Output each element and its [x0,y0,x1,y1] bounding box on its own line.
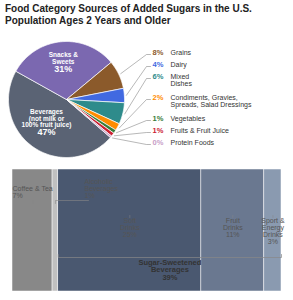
svg-text:6%: 6% [153,72,164,81]
svg-text:Protein Foods: Protein Foods [171,139,215,146]
html-text:Food Category Sources of Added: Food Category Sources of Added Sugars in… [5,3,252,26]
svg-text:0%: 0% [153,138,164,147]
svg-text:Vegetables: Vegetables [171,115,206,123]
svg-text:Coffee & Tea7%: Coffee & Tea7% [13,185,53,199]
svg-text:8%: 8% [153,48,164,57]
svg-text:SoftDrinks25%: SoftDrinks25% [120,217,140,238]
svg-text:Sugar-SweetenedBeverages39%: Sugar-SweetenedBeverages39% [138,258,201,282]
svg-text:2%: 2% [153,93,164,102]
svg-text:Fruits & Fruit Juice: Fruits & Fruit Juice [171,127,229,134]
svg-text:Dairy: Dairy [171,61,188,69]
svg-text:Sport &EnergyDrinks3%: Sport &EnergyDrinks3% [261,217,285,245]
svg-text:31%: 31% [54,64,72,74]
svg-text:47%: 47% [38,127,56,137]
svg-text:FruitDrinks11%: FruitDrinks11% [223,217,243,238]
svg-text:Condiments, Gravies,Spreads, S: Condiments, Gravies,Spreads, Salad Dress… [171,94,252,109]
svg-text:Snacks &Sweets: Snacks &Sweets [49,51,79,65]
svg-text:MixedDishes: MixedDishes [171,73,193,87]
svg-text:Beverages(not milk or100% frui: Beverages(not milk or100% fruit juice) [22,108,72,129]
svg-text:4%: 4% [153,60,164,69]
svg-text:Grains: Grains [171,49,192,56]
svg-text:1%: 1% [153,126,164,135]
svg-text:AlcoholicBeverages1%: AlcoholicBeverages1% [85,178,119,199]
svg-text:1%: 1% [153,114,164,123]
